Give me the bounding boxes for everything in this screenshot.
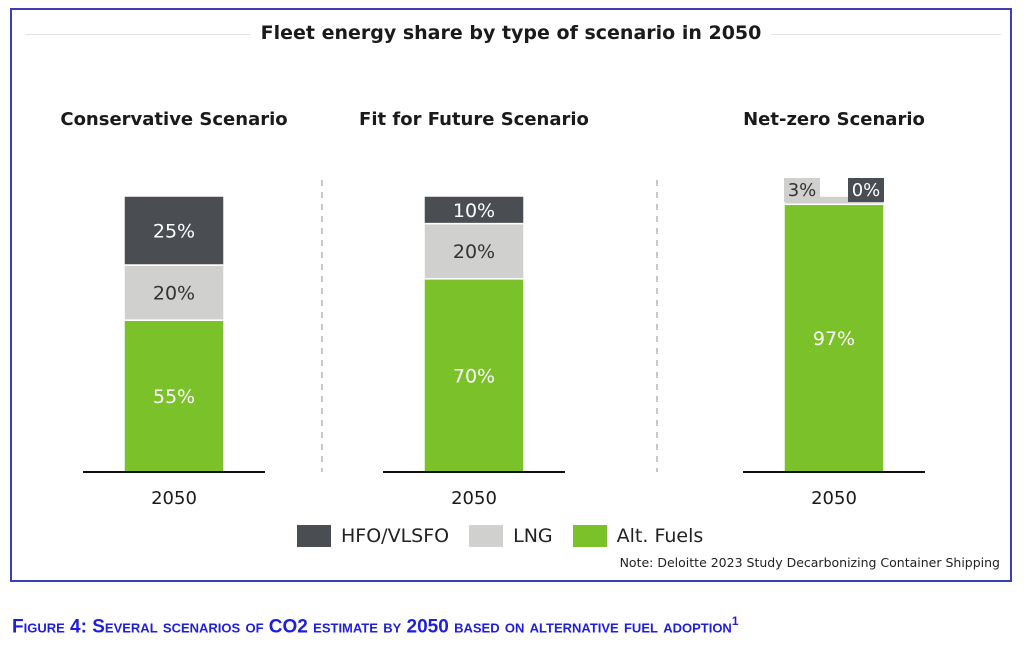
legend-label-alt-fuels: Alt. Fuels (616, 525, 704, 547)
legend: HFO/VLSFO LNG Alt. Fuels (297, 525, 723, 547)
legend-label-hfo: HFO/VLSFO (341, 525, 450, 547)
bar-1-hfo-vlsfo (123, 195, 225, 266)
bar-2-alt-fuels (423, 278, 525, 473)
callout-box-3-hfo-vlsfo (848, 178, 884, 202)
bar-label-1-alt-fuels: 55% (153, 386, 195, 408)
bar-label-2-hfo-vlsfo: 10% (453, 200, 495, 222)
panel-title-1: Conservative Scenario (60, 109, 287, 130)
callout-box-3-lng (784, 178, 820, 202)
x-tick-label-3: 2050 (811, 488, 857, 509)
callout-label-3-lng: 3% (788, 180, 817, 201)
panel-title-3: Net-zero Scenario (743, 109, 925, 130)
figure-caption: Figure 4: Several scenarios of CO2 estim… (12, 608, 1002, 640)
legend-item-hfo: HFO/VLSFO (297, 525, 449, 547)
bar-2-lng (423, 222, 525, 280)
callout-label-3-hfo-vlsfo: 0% (852, 180, 881, 201)
stacked-bar-chart: Conservative Scenario 55% 20% 25% 2050 Fit fo… (60, 109, 925, 509)
bar-label-1-lng: 20% (153, 283, 195, 305)
caption-footnote: 1 (731, 614, 739, 628)
chart-title: Fleet energy share by type of scenario i… (12, 22, 1010, 44)
x-tick-label-2: 2050 (451, 488, 497, 509)
caption-text: Figure 4: Several scenarios of CO2 estim… (12, 616, 732, 638)
bar-label-3-alt-fuels: 97% (813, 328, 855, 350)
legend-label-lng: LNG (513, 525, 553, 547)
bar-1-alt-fuels (123, 319, 225, 473)
panel-title-2: Fit for Future Scenario (359, 109, 589, 130)
legend-swatch-lng (469, 525, 504, 547)
bar-label-2-lng: 20% (453, 241, 495, 263)
bar-label-1-hfo-vlsfo: 25% (153, 221, 195, 243)
legend-swatch-alt-fuels (572, 525, 607, 547)
bar-2-hfo-vlsfo (423, 195, 525, 225)
chart-header: Fleet energy share by type of scenario i… (12, 10, 1010, 58)
source-note: Note: Deloitte 2023 Study Decarbonizing … (619, 555, 1000, 570)
legend-swatch-hfo (297, 525, 331, 547)
legend-item-lng: LNG (469, 525, 553, 547)
legend-item-alt-fuels: Alt. Fuels (572, 525, 704, 547)
bar-label-2-alt-fuels: 70% (453, 365, 495, 387)
figure-frame: Fleet energy share by type of scenario i… (10, 8, 1012, 582)
x-tick-label-1: 2050 (151, 488, 197, 509)
